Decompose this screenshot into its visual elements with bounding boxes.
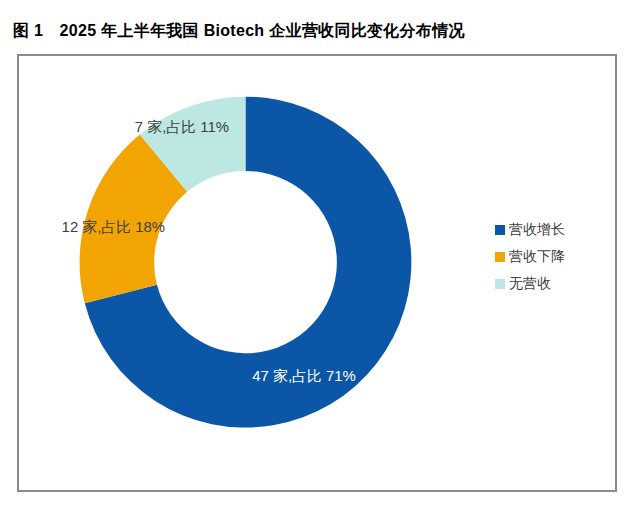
legend-swatch-cyan-icon <box>495 279 505 289</box>
slice-label-revenue-decline: 12 家,占比 18% <box>62 219 165 235</box>
legend-swatch-orange-icon <box>495 252 505 262</box>
legend-item-revenue-decline: 营收下降 <box>495 249 565 264</box>
legend-item-revenue-growth: 营收增长 <box>495 222 565 237</box>
donut-slices <box>80 97 412 428</box>
figure-title: 图 1 2025 年上半年我国 Biotech 企业营收同比变化分布情况 <box>13 21 465 42</box>
slice-label-revenue-growth: 47 家,占比 71% <box>252 368 355 384</box>
chart-plot-area: 7 家,占比 11% 12 家,占比 18% 47 家,占比 71% 营收增长 … <box>17 54 617 492</box>
slice-label-no-revenue: 7 家,占比 11% <box>135 119 229 135</box>
legend-label: 营收下降 <box>509 249 565 264</box>
legend: 营收增长 营收下降 无营收 <box>495 222 565 303</box>
legend-label: 营收增长 <box>509 222 565 237</box>
legend-swatch-blue-icon <box>495 225 505 235</box>
legend-item-no-revenue: 无营收 <box>495 276 565 291</box>
legend-label: 无营收 <box>509 276 551 291</box>
